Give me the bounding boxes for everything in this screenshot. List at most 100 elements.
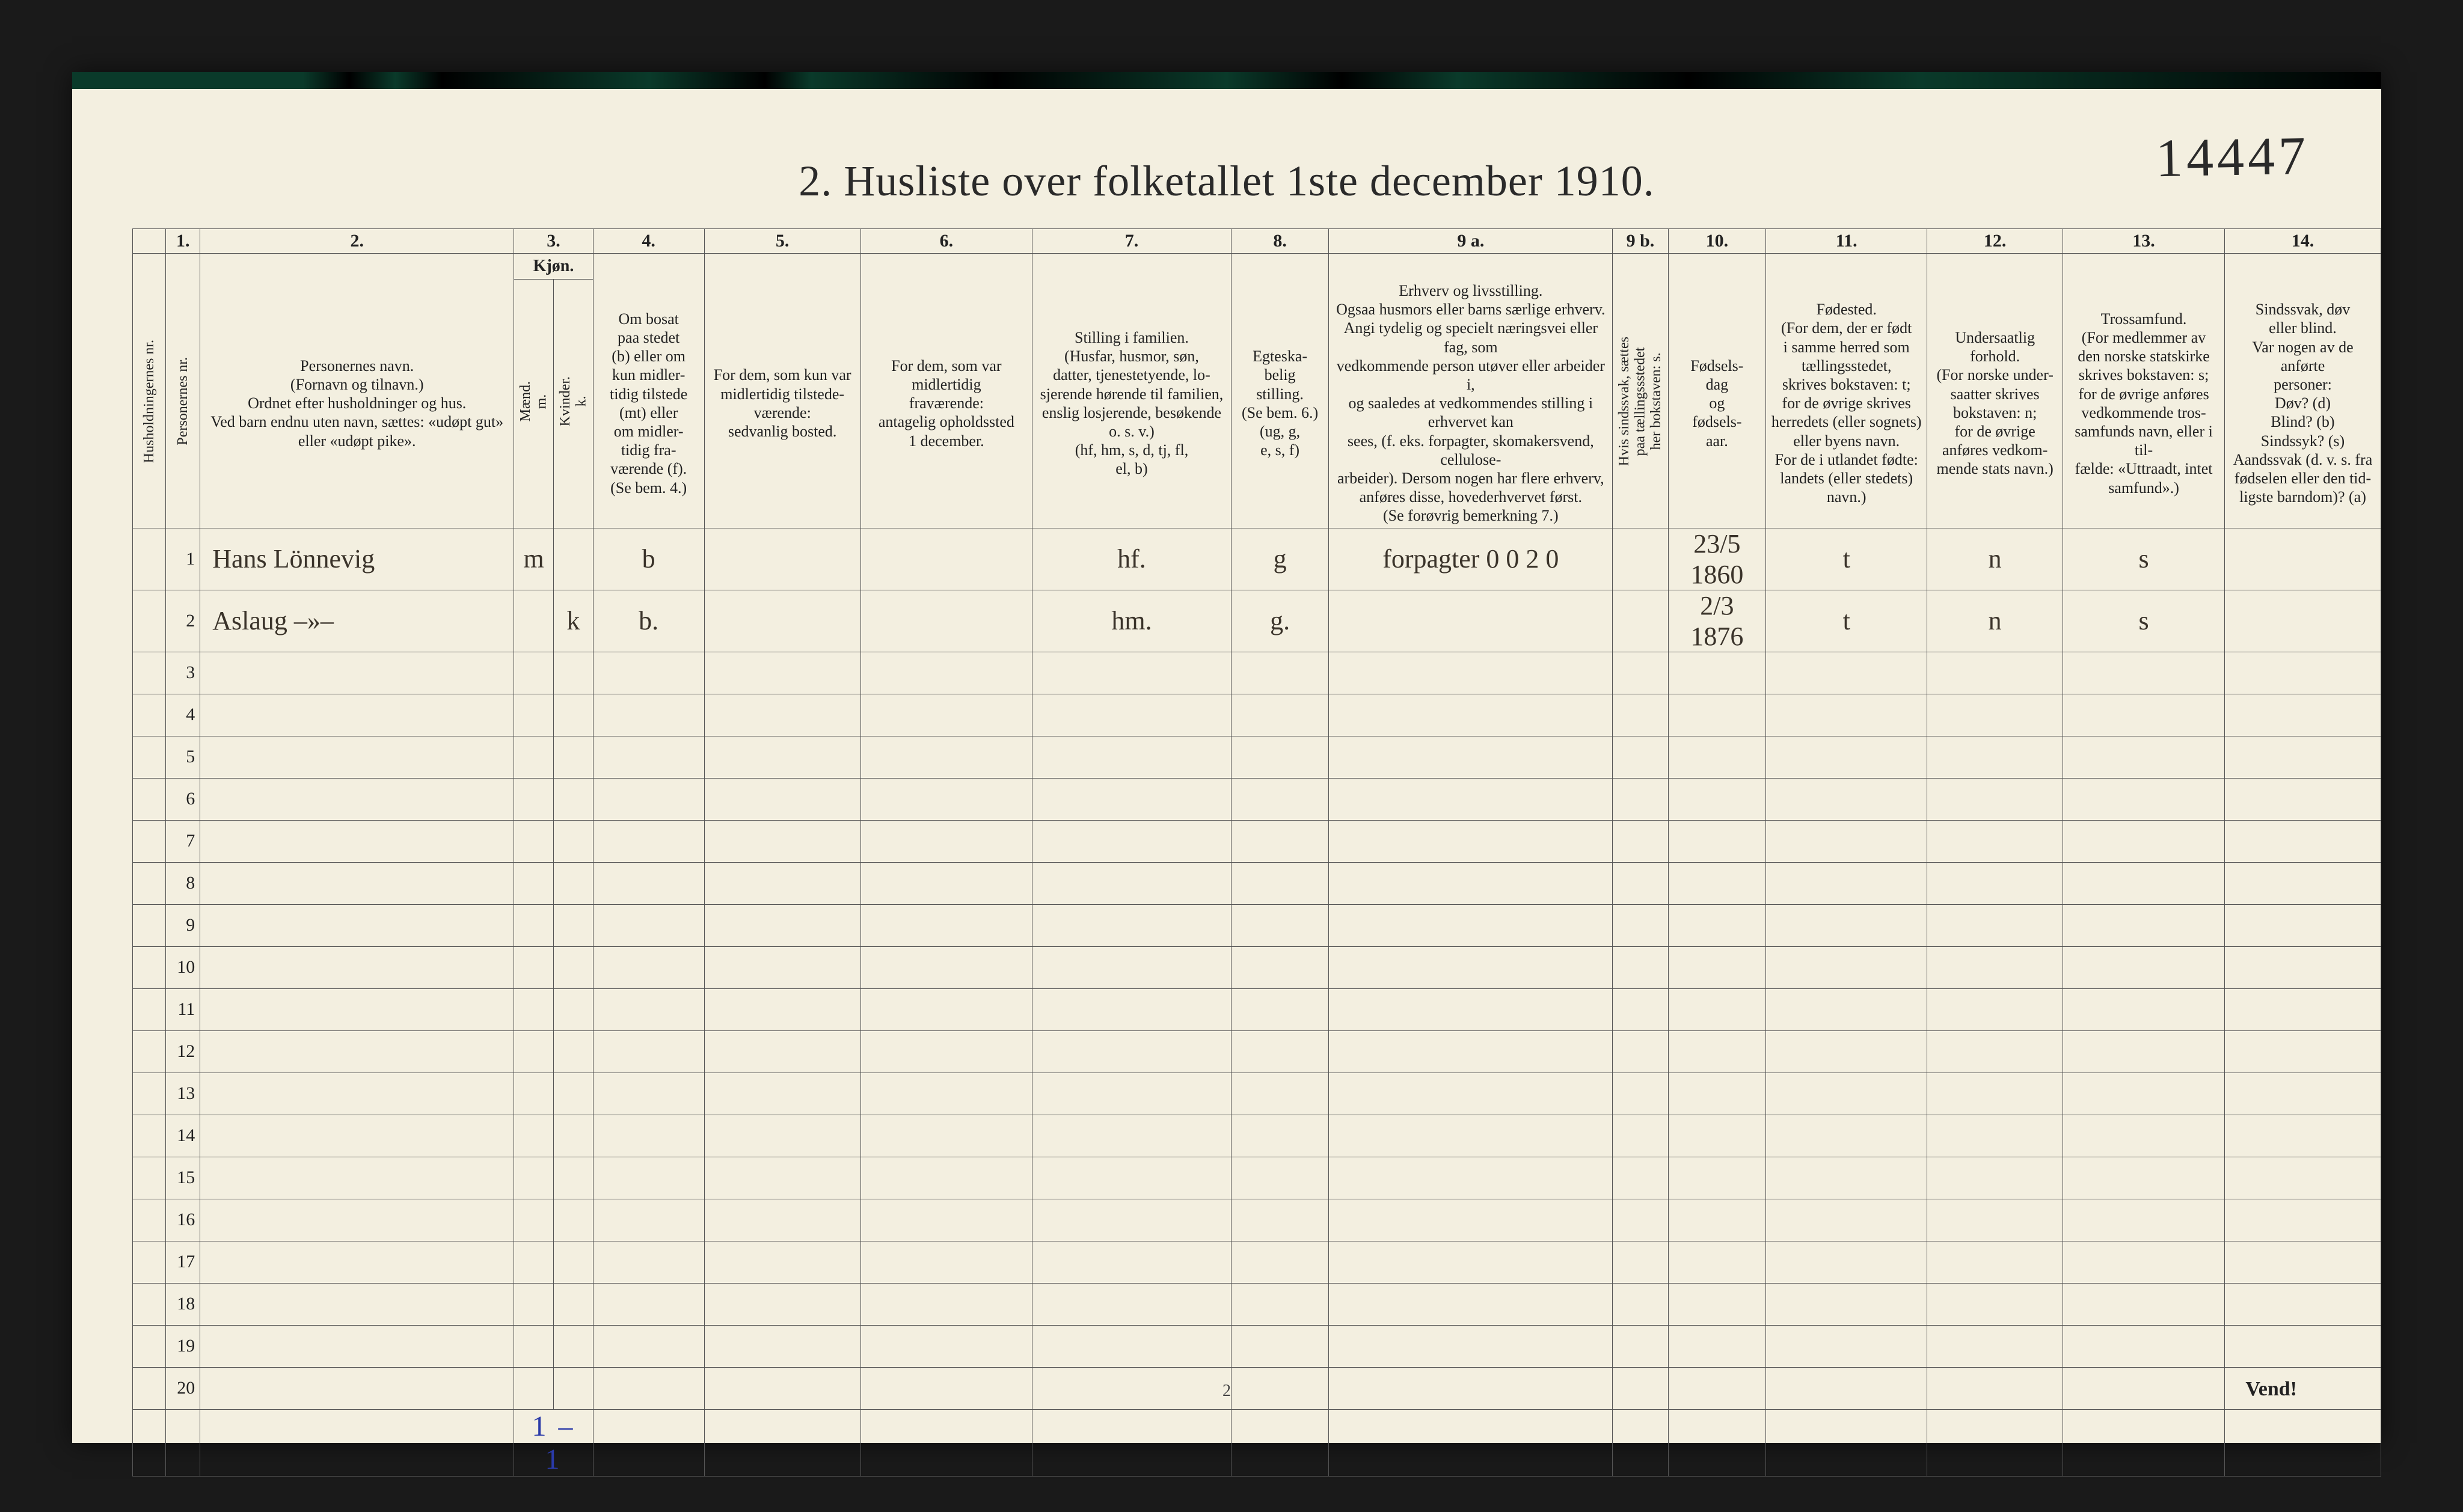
- data-cell: [1613, 590, 1668, 652]
- data-cell: [860, 946, 1032, 988]
- data-cell: [514, 1115, 554, 1157]
- row-number: 1: [166, 528, 200, 590]
- data-cell: [1329, 862, 1613, 904]
- data-cell: [1613, 820, 1668, 862]
- totals-cell: [200, 1409, 514, 1476]
- data-cell: [514, 1030, 554, 1073]
- column-group: [1329, 254, 1613, 280]
- column-group: [133, 254, 166, 280]
- data-cell: [133, 862, 166, 904]
- person-name-cell: [200, 862, 514, 904]
- column-number: [133, 229, 166, 254]
- data-cell: [2063, 1325, 2225, 1367]
- data-cell: [1668, 1367, 1766, 1409]
- data-cell: [1613, 694, 1668, 736]
- table-row: 4: [133, 694, 2381, 736]
- data-cell: [1613, 988, 1668, 1030]
- footer-page-number: 2: [1222, 1382, 1231, 1401]
- data-cell: [1231, 904, 1328, 946]
- data-cell: [133, 1367, 166, 1409]
- column-label: Personernes navn. (Fornavn og tilnavn.) …: [200, 279, 514, 528]
- column-label: Undersaatlig forhold. (For norske under-…: [1927, 279, 2063, 528]
- data-cell: [554, 652, 594, 694]
- data-cell: n: [1927, 528, 2063, 590]
- data-cell: [1032, 1199, 1232, 1241]
- data-cell: g: [1231, 528, 1328, 590]
- data-cell: [133, 528, 166, 590]
- totals-cell: [166, 1409, 200, 1476]
- data-cell: [860, 590, 1032, 652]
- data-cell: [704, 1115, 860, 1157]
- data-cell: [704, 778, 860, 820]
- column-label: Om bosat paa stedet (b) eller om kun mid…: [593, 279, 704, 528]
- data-cell: [554, 1241, 594, 1283]
- person-name-cell: [200, 1367, 514, 1409]
- data-cell: t: [1766, 528, 1927, 590]
- data-cell: [514, 1283, 554, 1325]
- data-cell: [593, 1325, 704, 1367]
- data-cell: [133, 736, 166, 778]
- row-number: 7: [166, 820, 200, 862]
- data-cell: [133, 652, 166, 694]
- data-cell: [704, 590, 860, 652]
- data-cell: [1668, 946, 1766, 988]
- data-cell: [2063, 904, 2225, 946]
- row-number: 19: [166, 1325, 200, 1367]
- column-number: 3.: [514, 229, 594, 254]
- data-cell: [1766, 820, 1927, 862]
- column-number: 14.: [2225, 229, 2381, 254]
- data-cell: [1329, 694, 1613, 736]
- data-cell: [1329, 1367, 1613, 1409]
- table-row: 9: [133, 904, 2381, 946]
- column-number: 9 b.: [1613, 229, 1668, 254]
- data-cell: [133, 694, 166, 736]
- data-cell: [860, 1030, 1032, 1073]
- data-cell: [1329, 1030, 1613, 1073]
- table-row: 14: [133, 1115, 2381, 1157]
- data-cell: [593, 1073, 704, 1115]
- data-cell: [1927, 820, 2063, 862]
- data-cell: [554, 1073, 594, 1115]
- data-cell: [1668, 736, 1766, 778]
- table-row: 10: [133, 946, 2381, 988]
- person-name-cell: [200, 1073, 514, 1115]
- data-cell: [1231, 1283, 1328, 1325]
- data-cell: [2063, 1367, 2225, 1409]
- table-row: 15: [133, 1157, 2381, 1199]
- data-cell: [2063, 1030, 2225, 1073]
- data-cell: [860, 778, 1032, 820]
- data-cell: [2063, 946, 2225, 988]
- data-cell: [1329, 652, 1613, 694]
- data-cell: [704, 862, 860, 904]
- data-cell: [2225, 694, 2381, 736]
- column-group: [2063, 254, 2225, 280]
- data-cell: [514, 820, 554, 862]
- data-cell: [133, 778, 166, 820]
- data-cell: [1668, 1199, 1766, 1241]
- header-label-row: Husholdningernes nr.Personernes nr.Perso…: [133, 279, 2381, 528]
- data-cell: hm.: [1032, 590, 1232, 652]
- data-cell: [1613, 1241, 1668, 1283]
- totals-cell: [593, 1409, 704, 1476]
- data-cell: [1613, 1199, 1668, 1241]
- table-row: 19: [133, 1325, 2381, 1367]
- data-cell: [514, 590, 554, 652]
- data-cell: [2063, 694, 2225, 736]
- data-cell: [593, 862, 704, 904]
- data-cell: [1668, 1283, 1766, 1325]
- data-cell: [1766, 1325, 1927, 1367]
- person-name-cell: [200, 1030, 514, 1073]
- data-cell: s: [2063, 528, 2225, 590]
- data-cell: [2063, 862, 2225, 904]
- table-row: 16: [133, 1199, 2381, 1241]
- data-cell: [860, 1283, 1032, 1325]
- data-cell: [2063, 736, 2225, 778]
- totals-cell: [1668, 1409, 1766, 1476]
- totals-cell: [1766, 1409, 1927, 1476]
- data-cell: [2063, 988, 2225, 1030]
- table-header: 1.2.3.4.5.6.7.8.9 a.9 b.10.11.12.13.14. …: [133, 229, 2381, 528]
- data-cell: [704, 946, 860, 988]
- table-row: 8: [133, 862, 2381, 904]
- data-cell: [1032, 988, 1232, 1030]
- column-number: 4.: [593, 229, 704, 254]
